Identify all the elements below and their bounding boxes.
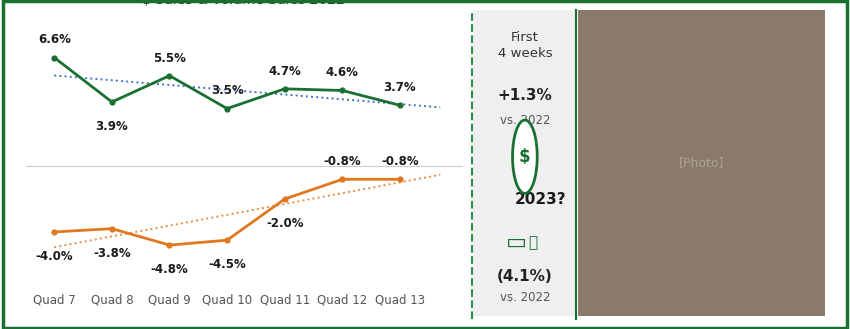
Text: 3.9%: 3.9% [95,120,128,133]
Text: 5.5%: 5.5% [153,52,186,64]
Text: 3.5%: 3.5% [211,85,243,97]
Text: -0.8%: -0.8% [381,155,419,168]
Text: vs. 2022: vs. 2022 [500,114,550,127]
Text: 2023?: 2023? [514,192,566,207]
Text: -2.0%: -2.0% [266,217,303,230]
Text: $: $ [519,148,530,166]
Text: -4.8%: -4.8% [150,263,189,276]
Text: 6.6%: 6.6% [38,34,71,46]
Text: 3.7%: 3.7% [383,81,416,94]
Text: $ Sales & Volume Sales 2022: $ Sales & Volume Sales 2022 [143,0,346,7]
Text: -4.5%: -4.5% [208,258,246,271]
Text: 4.7%: 4.7% [269,65,301,78]
Text: [Photo]: [Photo] [678,156,724,169]
Text: +1.3%: +1.3% [497,88,552,103]
Circle shape [513,120,537,193]
Text: -3.8%: -3.8% [94,247,131,260]
Text: First
4 weeks: First 4 weeks [497,31,552,60]
Text: vs. 2022: vs. 2022 [500,291,550,304]
Text: -4.0%: -4.0% [36,250,73,263]
Text: -0.8%: -0.8% [324,155,361,168]
Text: 4.6%: 4.6% [326,66,359,79]
Text: 🚜: 🚜 [529,235,538,250]
Text: (4.1%): (4.1%) [497,268,552,284]
Text: ▭: ▭ [506,232,527,252]
